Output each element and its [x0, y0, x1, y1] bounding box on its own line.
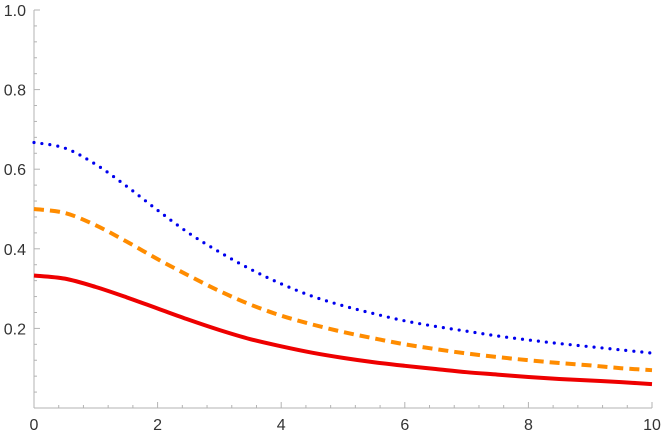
y-tick-label: 0.6: [4, 162, 26, 179]
x-tick-label: 6: [400, 417, 409, 434]
x-tick-label: 2: [153, 417, 162, 434]
x-tick-label: 8: [524, 417, 533, 434]
x-axis: 0 2 4 6 8 10: [30, 402, 661, 434]
series-line-dotted-blue: [32, 140, 654, 355]
series-line-dashed-orange: [33, 207, 653, 373]
y-tick-label: 0.2: [4, 321, 26, 338]
x-tick-label: 4: [277, 417, 286, 434]
series-layer: [32, 140, 654, 387]
y-tick-label: 1.0: [4, 3, 26, 20]
y-tick-label: 0.8: [4, 83, 26, 100]
x-tick-label: 10: [643, 417, 661, 434]
y-tick-label: 0.4: [4, 242, 26, 259]
series-line-solid-red: [33, 273, 653, 387]
y-axis: 0.2 0.4 0.6 0.8 1.0: [4, 3, 40, 408]
x-tick-label: 0: [30, 417, 39, 434]
